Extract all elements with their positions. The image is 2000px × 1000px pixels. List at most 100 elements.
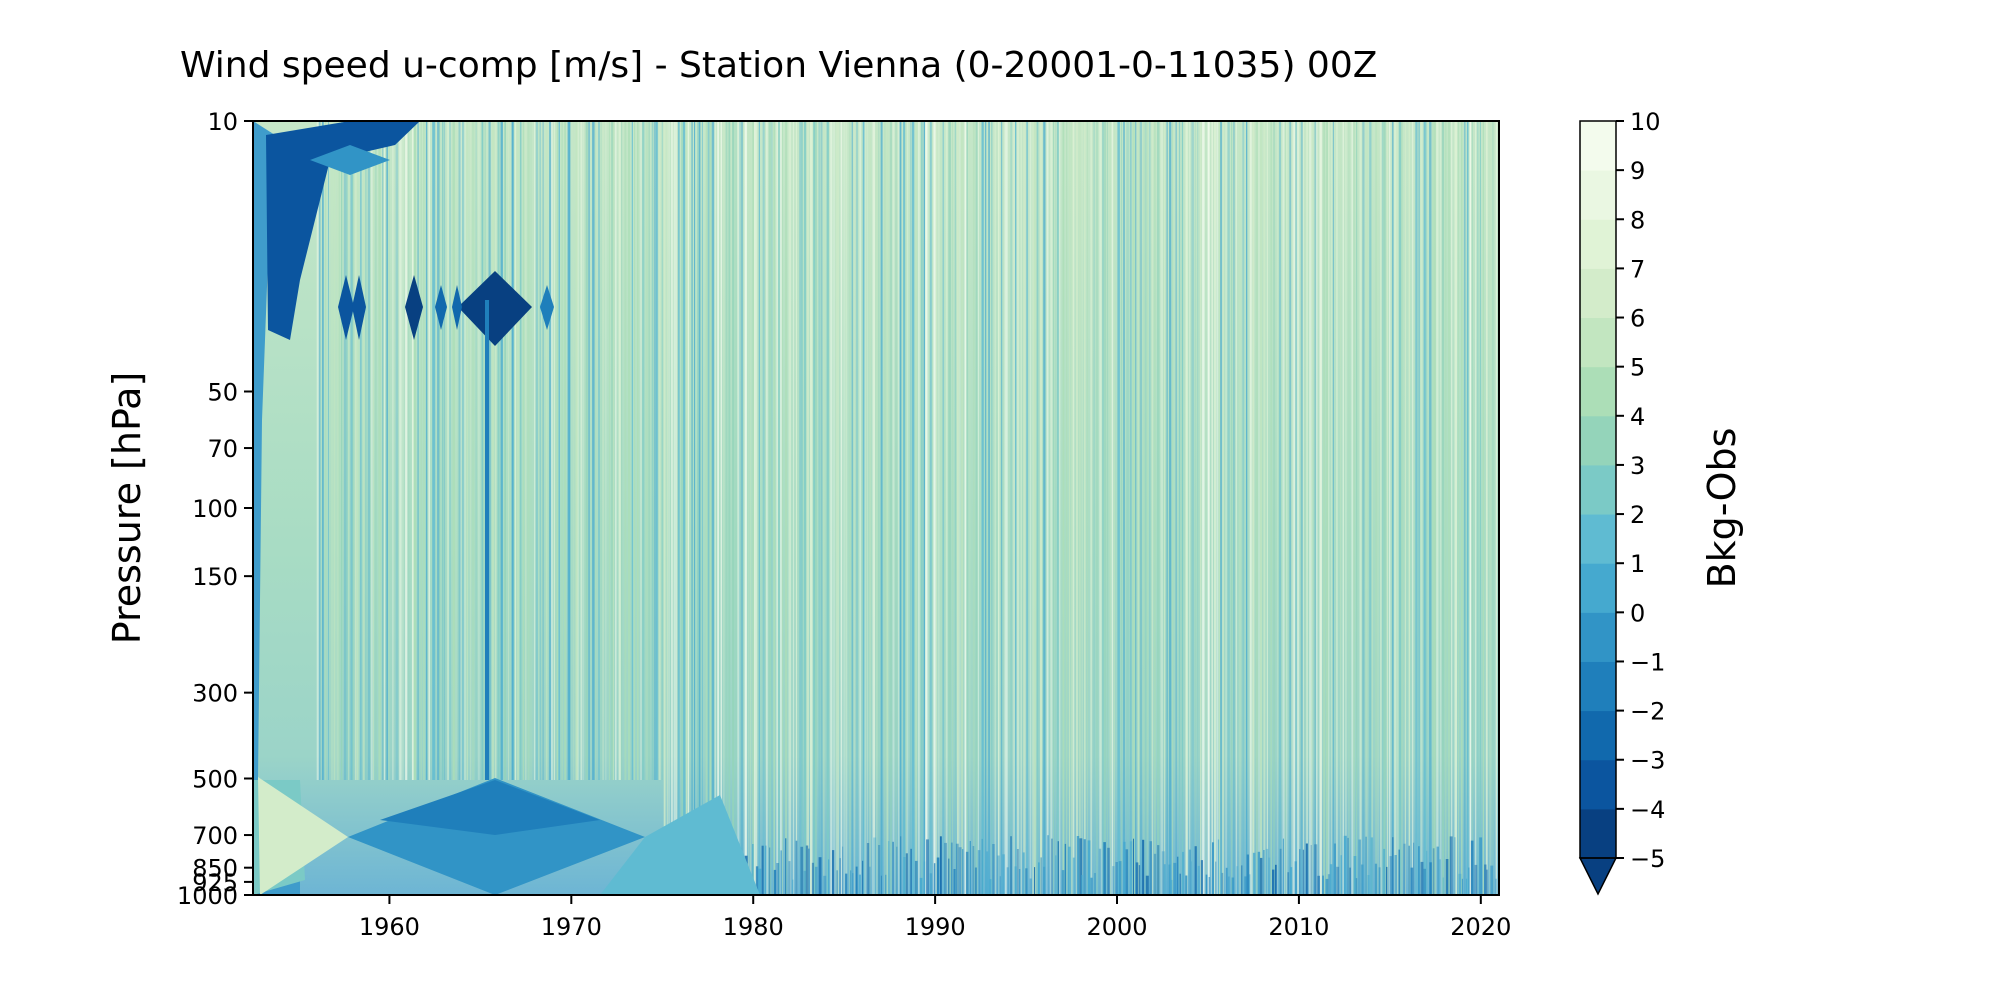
data-streak: [977, 121, 979, 895]
data-streak: [395, 121, 399, 780]
data-streak: [511, 121, 514, 780]
data-streak: [534, 121, 536, 780]
data-streak: [851, 121, 853, 895]
data-streak: [845, 121, 848, 895]
data-streak-low: [887, 841, 890, 895]
data-streak: [1286, 121, 1288, 895]
data-streak-low: [1282, 838, 1284, 895]
data-streak: [732, 121, 735, 895]
data-streak: [707, 121, 710, 895]
data-streak: [813, 121, 816, 895]
data-streak: [1270, 121, 1272, 895]
data-streak: [545, 121, 548, 780]
data-streak-low: [1429, 862, 1432, 895]
data-streak: [1078, 121, 1081, 895]
data-streak-low: [962, 849, 964, 895]
data-streak-low: [1133, 838, 1134, 895]
data-streak: [966, 121, 968, 895]
data-streak: [1330, 121, 1332, 895]
y-tick-label-300: 300: [192, 680, 238, 708]
colorbar-tick-label: 5: [1630, 354, 1645, 382]
data-streak: [1394, 121, 1397, 895]
data-streak: [1129, 121, 1132, 895]
data-streak: [1111, 121, 1114, 895]
x-tick-label-1960: 1960: [359, 913, 420, 941]
data-streak-low: [1194, 846, 1197, 895]
data-streak: [357, 121, 359, 780]
data-streak: [843, 121, 845, 895]
data-streak: [768, 121, 772, 895]
data-streak: [837, 121, 839, 895]
data-streak: [859, 121, 861, 895]
data-streak: [1053, 121, 1054, 895]
y-tick-label-850: 850: [192, 855, 238, 883]
data-streak: [492, 121, 495, 780]
data-streak: [1293, 121, 1296, 895]
data-streak: [382, 121, 384, 780]
data-streak-low: [814, 866, 818, 895]
data-streak-low: [992, 844, 995, 895]
top-diamond: [310, 145, 390, 175]
data-streak-low: [969, 841, 971, 895]
data-streak-low: [955, 843, 959, 895]
data-streak: [1420, 121, 1423, 895]
data-streak: [830, 121, 833, 895]
data-streak-low: [977, 850, 981, 895]
data-streak: [1058, 121, 1061, 895]
data-streak-low: [944, 842, 947, 895]
data-streak-low: [788, 861, 791, 895]
colorbar-segment: [1580, 759, 1616, 810]
y-tick-label-10: 10: [207, 108, 238, 136]
data-streak: [460, 121, 462, 780]
data-streak: [1454, 121, 1457, 895]
data-streak-low: [1221, 872, 1224, 895]
data-streak: [981, 121, 984, 895]
data-streak: [705, 121, 708, 895]
data-streak: [1070, 121, 1073, 895]
data-streak: [425, 121, 428, 780]
data-streak: [1258, 121, 1260, 895]
colorbar-tick-label: 0: [1630, 599, 1645, 627]
colorbar-tick-label: −1: [1630, 648, 1665, 676]
data-streak-low: [997, 855, 1000, 895]
data-streak: [788, 121, 791, 895]
data-streak-low: [1022, 852, 1025, 895]
data-streak: [620, 121, 623, 780]
data-streak: [1113, 121, 1115, 895]
data-streak: [781, 121, 783, 895]
data-streak: [723, 121, 725, 895]
data-streak: [737, 121, 740, 895]
data-streak: [1160, 121, 1163, 895]
data-streak-low: [1355, 878, 1358, 895]
data-streak-low: [1495, 878, 1497, 895]
data-streak: [1225, 121, 1227, 895]
data-streak: [1076, 121, 1078, 895]
data-streak-low: [1392, 837, 1394, 895]
data-streak: [771, 121, 773, 895]
data-streak-low: [1138, 865, 1141, 895]
data-streak: [1371, 121, 1373, 895]
data-streak-low: [852, 873, 854, 895]
data-streak-low: [1173, 862, 1177, 895]
data-streak: [920, 121, 923, 895]
data-streak-low: [1458, 873, 1462, 895]
data-streak: [530, 121, 532, 780]
data-streak-low: [914, 860, 918, 895]
data-streak: [631, 121, 633, 780]
data-streak: [903, 121, 906, 895]
data-streak-low: [1161, 851, 1165, 895]
data-streak: [1432, 121, 1435, 895]
data-streak-low: [1079, 838, 1083, 895]
data-streak: [575, 121, 578, 780]
data-streak: [1326, 121, 1328, 895]
data-streak: [935, 121, 938, 895]
data-streak-low: [950, 842, 953, 895]
data-streak-low: [903, 857, 906, 895]
data-streak: [343, 121, 347, 780]
data-streak: [1302, 121, 1304, 895]
data-streak: [1389, 121, 1391, 895]
data-streak: [1054, 121, 1056, 895]
data-streak: [810, 121, 813, 895]
data-streak-low: [1394, 855, 1397, 895]
